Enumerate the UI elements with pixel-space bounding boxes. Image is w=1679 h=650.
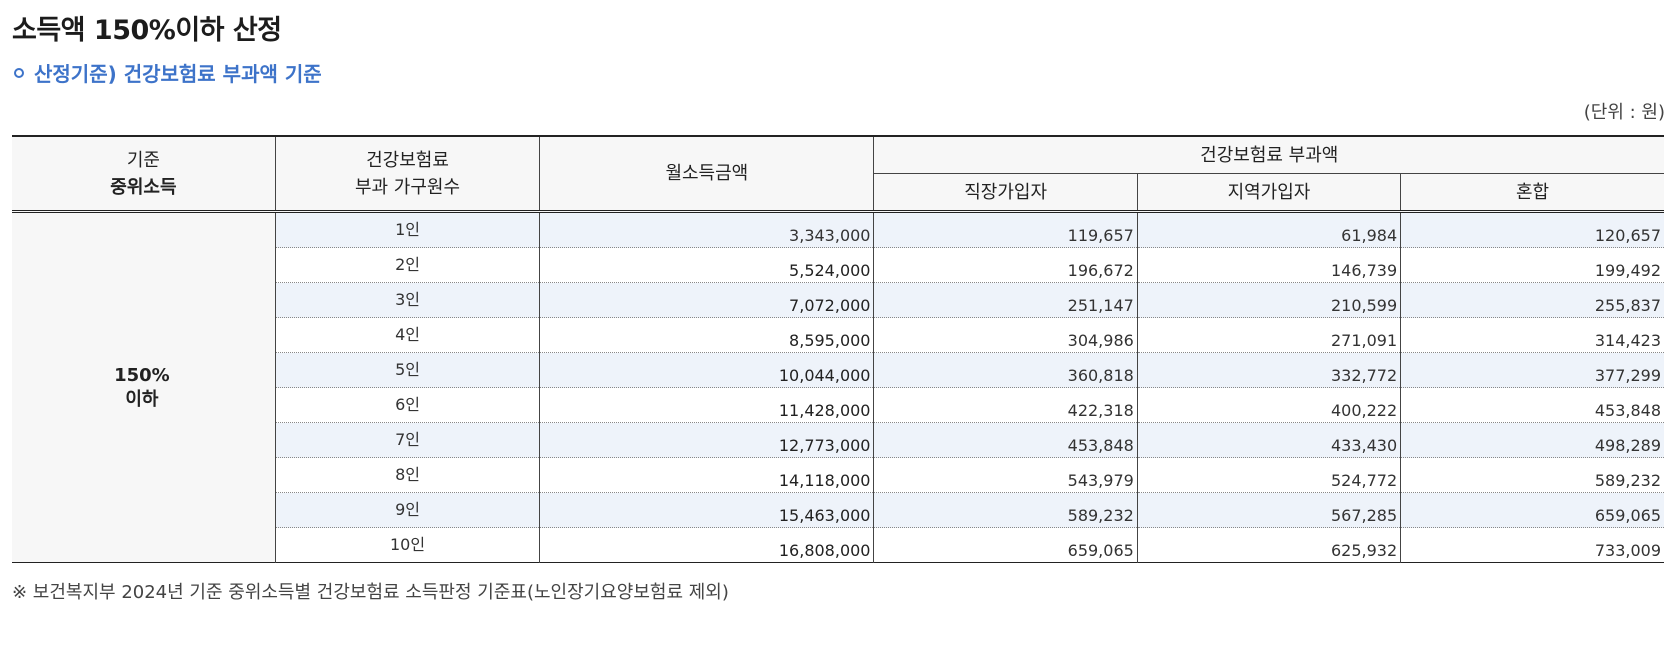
section-subtitle: 산정기준) 건강보험료 부과액 기준	[12, 58, 322, 87]
header-household: 건강보험료 부과 가구원수	[275, 136, 541, 212]
employee-cell: 453,848	[873, 422, 1138, 458]
unit-label: (단위 : 원)	[1583, 102, 1665, 123]
mixed-cell: 199,492	[1400, 247, 1664, 283]
employee-cell: 543,979	[873, 457, 1138, 493]
persons-cell: 7인	[275, 422, 541, 458]
income-cell: 7,072,000	[539, 282, 875, 318]
table-row: 5인 10,044,000 360,818 332,772 377,299	[12, 352, 1664, 388]
table-row: 150% 이하 1인 3,343,000 119,657 61,984 120,…	[12, 211, 1664, 563]
header-employee: 직장가입자	[873, 173, 1138, 212]
regional-cell: 567,285	[1137, 492, 1402, 528]
regional-cell: 433,430	[1137, 422, 1402, 458]
header-household-line1: 건강보험료	[366, 149, 449, 171]
header-income: 월소득금액	[539, 136, 875, 212]
table-row: 8인 14,118,000 543,979 524,772 589,232	[12, 457, 1664, 493]
mixed-cell: 120,657	[1400, 211, 1664, 248]
persons-cell: 4인	[275, 317, 541, 353]
employee-cell: 196,672	[873, 247, 1138, 283]
employee-cell: 422,318	[873, 387, 1138, 423]
mixed-cell: 377,299	[1400, 352, 1664, 388]
persons-cell: 1인	[275, 211, 541, 248]
income-cell: 10,044,000	[539, 352, 875, 388]
income-cell: 5,524,000	[539, 247, 875, 283]
mixed-cell: 659,065	[1400, 492, 1664, 528]
employee-cell: 360,818	[873, 352, 1138, 388]
income-criteria-table: 기준 중위소득 건강보험료 부과 가구원수 월소득금액 건강보험료 부과액 직장…	[12, 135, 1664, 563]
regional-cell: 271,091	[1137, 317, 1402, 353]
header-standard: 기준 중위소득	[12, 136, 276, 212]
regional-cell: 625,932	[1137, 527, 1402, 563]
mixed-cell: 453,848	[1400, 387, 1664, 423]
group-line1: 150%	[114, 364, 170, 386]
page-title: 소득액 150%이하 산정	[12, 15, 282, 46]
table-row: 10인 16,808,000 659,065 625,932 733,009	[12, 527, 1664, 563]
source-note: ※ 보건복지부 2024년 기준 중위소득별 건강보험료 소득판정 기준표(노인…	[12, 582, 729, 603]
table-row: 6인 11,428,000 422,318 400,222 453,848	[12, 387, 1664, 423]
mixed-cell: 255,837	[1400, 282, 1664, 318]
table-row: 4인 8,595,000 304,986 271,091 314,423	[12, 317, 1664, 353]
group-cell: 150% 이하	[12, 211, 276, 563]
persons-cell: 10인	[275, 527, 541, 563]
regional-cell: 210,599	[1137, 282, 1402, 318]
persons-cell: 8인	[275, 457, 541, 493]
persons-cell: 2인	[275, 247, 541, 283]
header-standard-line1: 기준	[126, 149, 160, 171]
employee-cell: 304,986	[873, 317, 1138, 353]
income-cell: 8,595,000	[539, 317, 875, 353]
income-cell: 12,773,000	[539, 422, 875, 458]
subtitle-text: 산정기준) 건강보험료 부과액 기준	[34, 62, 322, 86]
income-cell: 14,118,000	[539, 457, 875, 493]
table-header: 기준 중위소득 건강보험료 부과 가구원수 월소득금액 건강보험료 부과액 직장…	[12, 136, 1664, 212]
group-line2: 이하	[125, 388, 159, 410]
mixed-cell: 733,009	[1594, 541, 1661, 560]
regional-cell: 524,772	[1137, 457, 1402, 493]
table-row: 3인 7,072,000 251,147 210,599 255,837	[12, 282, 1664, 318]
income-cell: 3,343,000	[539, 211, 875, 248]
regional-cell: 146,739	[1137, 247, 1402, 283]
employee-cell: 589,232	[873, 492, 1138, 528]
regional-cell: 400,222	[1137, 387, 1402, 423]
persons-cell: 5인	[275, 352, 541, 388]
header-household-line2: 부과 가구원수	[354, 176, 461, 198]
circle-bullet-icon	[14, 67, 24, 78]
mixed-cell: 589,232	[1400, 457, 1664, 493]
regional-cell: 332,772	[1137, 352, 1402, 388]
income-cell: 16,808,000	[539, 527, 875, 563]
income-cell: 15,463,000	[539, 492, 875, 528]
employee-cell: 659,065	[873, 527, 1138, 563]
mixed-cell: 498,289	[1400, 422, 1664, 458]
persons-cell: 6인	[275, 387, 541, 423]
table-row: 7인 12,773,000 453,848 433,430 498,289	[12, 422, 1664, 458]
header-standard-line2: 중위소득	[110, 176, 177, 198]
header-regional: 지역가입자	[1137, 173, 1402, 212]
header-premium-group: 건강보험료 부과액	[873, 136, 1664, 174]
persons-cell: 3인	[275, 282, 541, 318]
employee-cell: 251,147	[873, 282, 1138, 318]
mixed-cell: 314,423	[1400, 317, 1664, 353]
regional-cell: 61,984	[1137, 211, 1402, 248]
table-body: 150% 이하 1인 3,343,000 119,657 61,984 120,…	[12, 211, 1664, 563]
table-row: 2인 5,524,000 196,672 146,739 199,492	[12, 247, 1664, 283]
table-row: 9인 15,463,000 589,232 567,285 659,065	[12, 492, 1664, 528]
header-mixed: 혼합	[1400, 173, 1664, 212]
employee-cell: 119,657	[873, 211, 1138, 248]
income-cell: 11,428,000	[539, 387, 875, 423]
persons-cell: 9인	[275, 492, 541, 528]
